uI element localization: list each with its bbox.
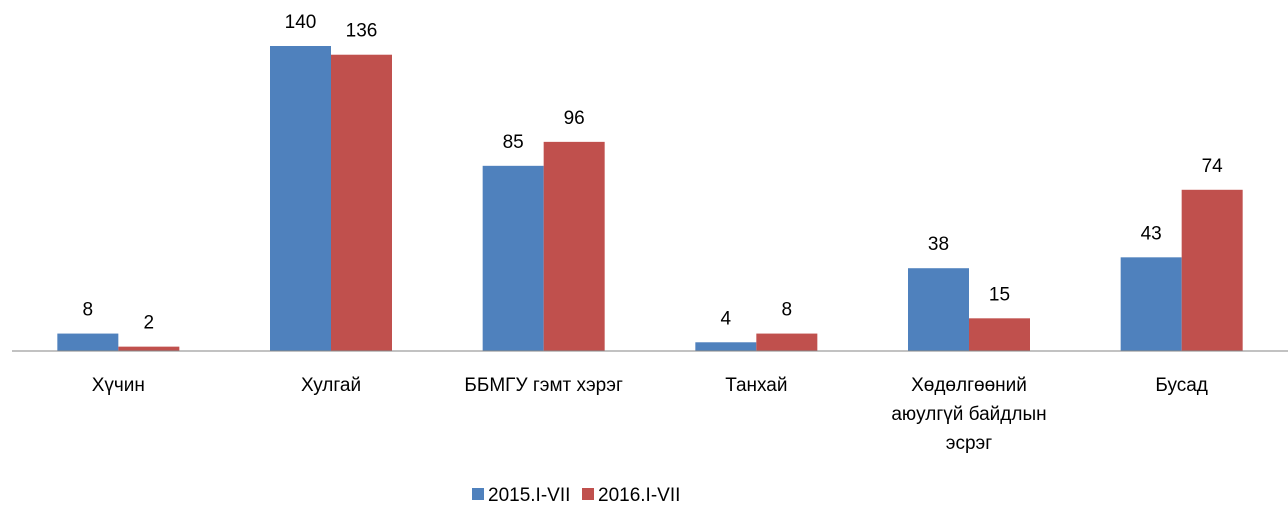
bar xyxy=(482,165,544,351)
data-label: 96 xyxy=(564,108,585,129)
x-tick-label: Танхай xyxy=(725,375,788,396)
legend-swatch xyxy=(472,488,484,500)
bar xyxy=(118,346,180,351)
legend-label: 2016.I-VII xyxy=(598,485,680,506)
data-label: 43 xyxy=(1141,223,1162,244)
x-tick-label: Бусад xyxy=(1155,375,1208,396)
data-label: 136 xyxy=(346,21,378,42)
bar xyxy=(57,333,119,351)
bar xyxy=(1120,257,1182,351)
bar xyxy=(331,54,392,351)
bar xyxy=(969,318,1030,351)
bar xyxy=(270,46,331,351)
data-label: 38 xyxy=(928,234,949,255)
x-tick-label: Хулгай xyxy=(300,375,362,396)
x-tick-label: Хүчин xyxy=(91,375,145,396)
data-label: 4 xyxy=(721,308,732,329)
data-label: 8 xyxy=(782,300,793,321)
data-label: 74 xyxy=(1202,156,1224,177)
x-tick-label: Хөдөлгөөний аюулгүй байдлын эсрэг xyxy=(891,375,1047,454)
data-label: 85 xyxy=(503,132,524,153)
bar xyxy=(908,268,969,351)
data-label: 140 xyxy=(285,12,317,33)
data-label: 2 xyxy=(144,313,155,334)
bar xyxy=(543,141,605,351)
x-tick-label: ББМГУ гэмт хэрэг xyxy=(464,375,623,396)
bar xyxy=(756,333,818,351)
bar xyxy=(1181,189,1243,351)
data-label: 8 xyxy=(83,300,94,321)
data-label: 15 xyxy=(989,284,1010,305)
bar xyxy=(695,342,757,351)
legend-label: 2015.I-VII xyxy=(488,485,570,506)
legend-swatch xyxy=(582,488,594,500)
